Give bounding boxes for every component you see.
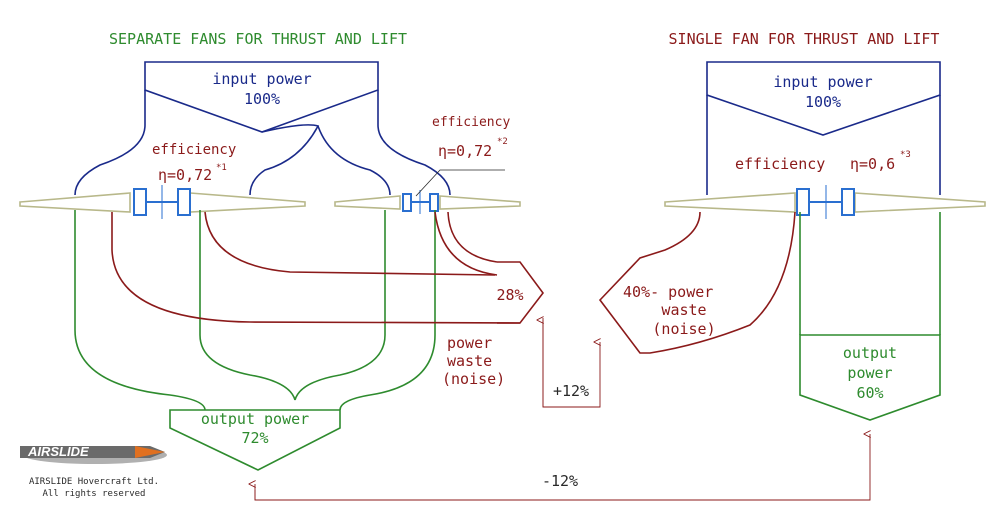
logo-text: AIRSLIDE: [27, 444, 89, 459]
left-waste-line2: waste: [447, 352, 492, 370]
output-delta-label: -12%: [542, 472, 578, 490]
right-waste-flow: [598, 211, 796, 354]
right-input-power-box: [706, 61, 941, 136]
left-waste-flow-4: [434, 211, 498, 276]
left-output-flow-2: [199, 210, 296, 401]
left-title: SEPARATE FANS FOR THRUST AND LIFT: [109, 30, 407, 48]
airslide-logo: [20, 446, 167, 464]
left-input-flow-inner-left: [249, 124, 320, 196]
right-waste-line2: waste: [661, 301, 706, 319]
right-waste-line3: (noise): [652, 320, 715, 338]
left-output-value: 72%: [241, 429, 268, 447]
output-delta-connector: [254, 434, 870, 501]
left-input-label: input power: [212, 70, 311, 88]
left-input-flow-outer-right: [377, 90, 451, 196]
left-output-label: output power: [201, 410, 309, 428]
waste-delta-label: +12%: [553, 382, 589, 400]
right-eff-value: η=0,6: [850, 155, 895, 173]
left-waste-flow-3: [447, 211, 498, 263]
left-waste-line3: (noise): [442, 370, 505, 388]
left-input-value: 100%: [244, 90, 280, 108]
left-input-flow-outer-left: [74, 90, 146, 196]
left-waste-flow-2: [111, 212, 521, 324]
right-input-value: 100%: [805, 93, 841, 111]
right-eff-label: efficiency: [735, 155, 825, 173]
right-input-label: input power: [773, 73, 872, 91]
right-eff-note: *3: [900, 150, 911, 160]
right-combined-fan: [664, 185, 986, 219]
left-input-power-box: [144, 61, 379, 133]
left-eff1-value: η=0,72: [158, 166, 212, 184]
company-line1: AIRSLIDE Hovercraft Ltd.: [29, 477, 159, 487]
left-eff1-note: *1: [216, 163, 227, 173]
company-line2: All rights reserved: [43, 489, 146, 499]
left-lift-fan: [19, 185, 306, 219]
right-output-line2: power: [847, 364, 892, 382]
left-waste-value: 28%: [496, 286, 523, 304]
left-waste-line1: power: [447, 334, 492, 352]
left-waste-arrow: [497, 261, 545, 324]
right-waste-line1: 40%- power: [623, 283, 713, 301]
left-eff2-value: η=0,72: [438, 142, 492, 160]
left-output-flow-3: [294, 210, 386, 401]
left-waste-flow-1: [204, 211, 496, 276]
left-eff2-note: *2: [497, 137, 508, 147]
right-output-value: 60%: [856, 384, 883, 402]
right-title: SINGLE FAN FOR THRUST AND LIFT: [669, 30, 940, 48]
right-output-line1: output: [843, 344, 897, 362]
left-eff2-leader: [415, 169, 505, 197]
left-output-flow-1: [74, 210, 206, 411]
left-output-flow-4: [339, 210, 436, 411]
left-output-power-box: [169, 409, 341, 471]
right-output-power-box: [799, 334, 941, 421]
left-input-flow-inner-right: [317, 125, 391, 196]
left-thrust-fan: [334, 190, 521, 214]
left-eff2-label: efficiency: [432, 115, 510, 130]
left-eff1-label: efficiency: [152, 142, 236, 158]
